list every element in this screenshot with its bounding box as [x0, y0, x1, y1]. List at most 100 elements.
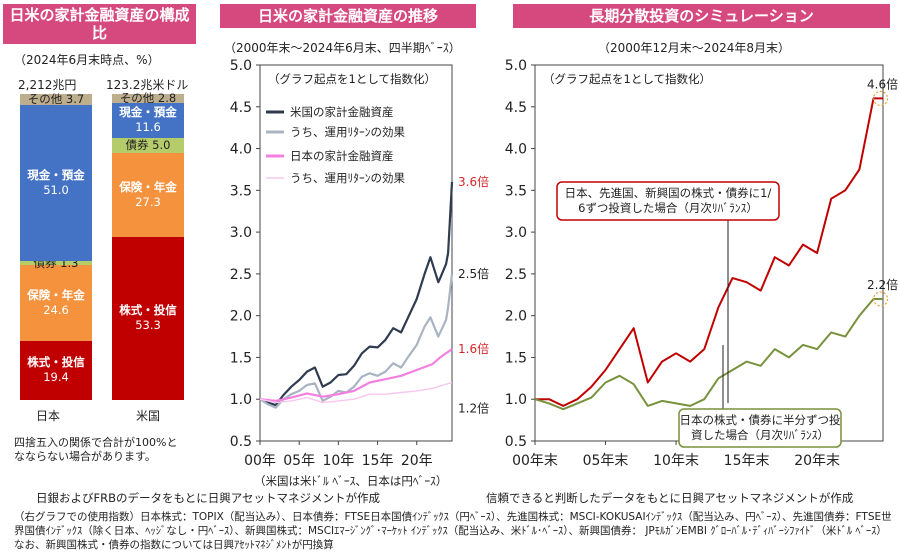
- index-annotation: （グラフ起点を1として指数化）: [268, 72, 436, 86]
- index-annotation: （グラフ起点を1として指数化）: [543, 72, 711, 86]
- series-end-label: 4.6倍: [867, 76, 898, 91]
- series-line: [259, 348, 453, 402]
- segment-value: 27.3: [135, 195, 161, 210]
- rounding-note: 四捨五入の関係で合計が100%となならない場合があります。: [14, 436, 178, 463]
- series-line: [534, 298, 883, 411]
- x-tick-label: 15年: [362, 453, 394, 469]
- callout-text: 日本の株式・債券に半分ずつ投: [680, 413, 841, 427]
- callout-box: [678, 408, 842, 448]
- y-tick-label: 3.0: [505, 225, 527, 241]
- y-tick-label: 4.0: [230, 142, 252, 158]
- simulation-subtitle: （2000年12月末～2024年8月末）: [598, 41, 790, 55]
- y-tick-label: 5.0: [230, 58, 252, 74]
- y-tick-label: 3.5: [505, 183, 527, 199]
- segment-label: 保険・年金: [27, 287, 85, 302]
- segment-value: 5.0: [152, 138, 171, 153]
- x-tick-label: 20年末: [794, 453, 840, 469]
- segment-label: 株式・投信: [119, 303, 177, 318]
- segment-label: 債券: [125, 138, 149, 153]
- legend-label: うち、運用ﾘﾀｰﾝの効果: [290, 171, 405, 185]
- bar-segment: 現金・預金 51.0: [20, 105, 92, 262]
- x-tick-label: 20年: [401, 453, 433, 469]
- callout-text: 6ずつ投資した場合（月次ﾘﾊﾞﾗﾝｽ）: [578, 201, 758, 215]
- series-end-label: 1.6倍: [458, 341, 489, 356]
- japan-category-label: 日本: [36, 409, 61, 423]
- segment-label: その他: [119, 90, 155, 105]
- series-line: [259, 181, 454, 407]
- us-category-label: 米国: [136, 409, 161, 423]
- japan-total: 2,212兆円: [18, 78, 77, 92]
- series-line: [535, 97, 883, 407]
- segment-value: 2.8: [157, 90, 177, 105]
- composition-subtitle: （2024年6月末時点、%）: [14, 53, 160, 67]
- simulation-chart: 0.5 1.0 1.5 2.0 2.5 3.0 3.5 4.0 4.5 5.0 00年末 05年末 10…: [505, 58, 898, 469]
- bar-segment: 株式・投信 19.4: [20, 340, 92, 400]
- series-line: [259, 381, 453, 404]
- y-tick-label: 4.5: [505, 100, 527, 116]
- trend-chart: 0.5 1.0 1.5 2.0 2.5 3.0 3.5 4.0 4.5 5.0 00年 05年 10年 1…: [230, 58, 489, 469]
- end-marker: [873, 90, 889, 107]
- simulation-title: 長期分散投資のシミュレーション: [513, 4, 890, 28]
- y-tick-label: 0.5: [230, 434, 252, 450]
- trend-subtitle: （2000年末～2024年6月末、四半期ﾍﾞｰｽ）: [224, 41, 461, 55]
- x-tick-label: 05年末: [583, 453, 629, 469]
- composition-title: 日米の家計金融資産の構成比: [3, 4, 196, 44]
- legend-label: 米国の家計金融資産: [290, 105, 394, 119]
- simulation-source: 信頼できると判断したデータをもとに日興アセットマネジメントが作成: [486, 491, 854, 505]
- bar-segment: 現金・預金 11.6: [112, 102, 184, 139]
- x-tick-label: 10年: [322, 453, 354, 469]
- y-tick-label: 4.5: [230, 100, 252, 116]
- y-tick-label: 1.5: [505, 350, 527, 366]
- bar-segment: その他 2.8: [112, 90, 184, 105]
- x-tick-label: 05年: [283, 453, 315, 469]
- callout-text: 日本、先進国、新興国の株式・債券に1/: [565, 186, 772, 200]
- y-tick-label: 2.0: [230, 309, 252, 325]
- y-tick-label: 4.0: [505, 142, 527, 158]
- legend-label: うち、運用ﾘﾀｰﾝの効果: [290, 125, 405, 139]
- bar-segment: 債券 5.0: [112, 138, 184, 154]
- trend-xaxis-note: （米国は米ﾄﾞﾙ ﾍﾞｰｽ、日本は円ﾍﾞｰｽ）: [254, 474, 448, 488]
- y-tick-label: 2.0: [505, 309, 527, 325]
- series-end-label: 1.2倍: [458, 401, 489, 416]
- index-footnote: （右グラフでの使用指数）日本株式：TOPIX（配当込み）、日本債券：FTSE日本…: [14, 511, 892, 551]
- segment-value: 11.6: [135, 120, 161, 135]
- trend-source: 日銀およびFRBのデータをもとに日興アセットマネジメントが作成: [36, 491, 381, 505]
- y-tick-label: 1.0: [505, 392, 527, 408]
- x-tick-label: 00年: [244, 453, 276, 469]
- x-tick-label: 00年末: [512, 453, 558, 469]
- y-tick-label: 5.0: [505, 58, 527, 74]
- segment-label: 保険・年金: [119, 180, 177, 195]
- bar-segment: 保険・年金 24.6: [20, 265, 92, 341]
- series-end-label: 2.5倍: [458, 266, 489, 281]
- y-tick-label: 2.5: [230, 267, 252, 283]
- x-tick-label: 15年末: [724, 453, 770, 469]
- trend-title: 日米の家計金融資産の推移: [220, 4, 476, 28]
- y-tick-label: 3.5: [230, 183, 252, 199]
- series-line: [259, 273, 454, 409]
- segment-label: 現金・預金: [119, 105, 177, 120]
- segment-value: 53.3: [135, 318, 161, 333]
- bar-segment: 債券 1.3: [20, 256, 92, 270]
- us-total: 123.2兆米ドル: [106, 78, 189, 92]
- y-tick-label: 1.5: [230, 350, 252, 366]
- callout-text: 資した場合（月次ﾘﾊﾞﾗﾝｽ）: [691, 428, 829, 442]
- segment-value: 24.6: [43, 302, 69, 317]
- segment-value: 51.0: [43, 183, 69, 198]
- segment-label: 株式・投信: [27, 355, 85, 370]
- y-tick-label: 2.5: [505, 267, 527, 283]
- end-marker: [873, 291, 889, 307]
- bar-segment: 保険・年金 27.3: [112, 153, 184, 237]
- callout-box: [556, 181, 780, 221]
- segment-value: 19.4: [43, 370, 69, 385]
- y-tick-label: 3.0: [230, 225, 252, 241]
- bar-segment: その他 3.7: [20, 92, 92, 107]
- legend-label: 日本の家計金融資産: [290, 149, 394, 163]
- series-end-label: 3.6倍: [458, 174, 489, 189]
- x-tick-label: 10年末: [653, 453, 699, 469]
- y-tick-label: 1.0: [230, 392, 252, 408]
- segment-label: その他: [27, 92, 63, 107]
- plot-frame: [259, 64, 453, 442]
- series-end-label: 2.2倍: [867, 277, 898, 292]
- y-tick-label: 0.5: [505, 434, 527, 450]
- plot-frame: [534, 64, 884, 442]
